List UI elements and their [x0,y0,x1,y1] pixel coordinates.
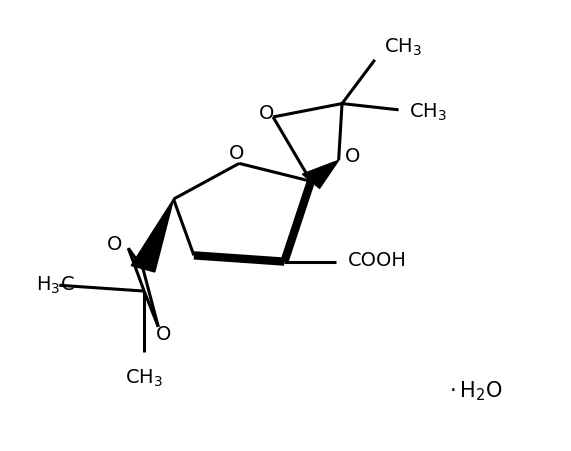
Text: O: O [106,235,122,254]
Text: CH$_3$: CH$_3$ [409,101,447,123]
Polygon shape [302,161,339,189]
Text: O: O [228,143,244,162]
Text: H$_3$C: H$_3$C [35,274,74,295]
Text: CH$_3$: CH$_3$ [125,367,163,388]
Text: O: O [156,324,172,343]
Text: CH$_3$: CH$_3$ [384,37,423,58]
Text: O: O [345,147,360,166]
Polygon shape [131,200,174,272]
Text: · H$_2$O: · H$_2$O [449,378,504,402]
Text: O: O [259,104,274,123]
Text: COOH: COOH [348,250,407,269]
